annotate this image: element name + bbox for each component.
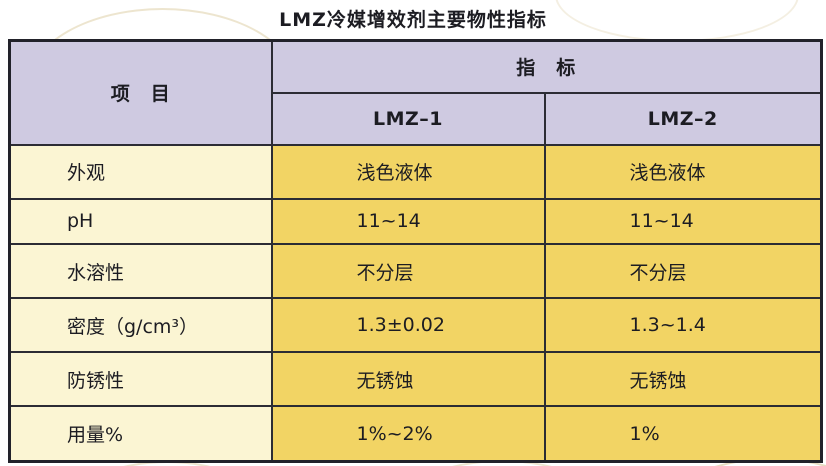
table-row-appearance: 外观 浅色液体 浅色液体 bbox=[8, 143, 823, 200]
lmz1-value: 无锈蚀 bbox=[270, 351, 546, 408]
table-title: LMZ冷媒增效剂主要物性指标 bbox=[279, 9, 547, 31]
table-row-water-solubility: 水溶性 不分层 不分层 bbox=[8, 243, 823, 300]
table-row-rust-resistance: 防锈性 无锈蚀 无锈蚀 bbox=[8, 351, 823, 408]
lmz2-value: 11~14 bbox=[543, 197, 823, 246]
table-row-dosage: 用量% 1%~2% 1% bbox=[8, 405, 823, 463]
row-label: 外观 bbox=[8, 143, 273, 200]
row-label: 用量% bbox=[8, 405, 273, 463]
table-row-ph: pH 11~14 11~14 bbox=[8, 197, 823, 246]
lmz1-value: 11~14 bbox=[270, 197, 546, 246]
row-label: 水溶性 bbox=[8, 243, 273, 300]
header-row-top: 项 目 指 标 bbox=[8, 39, 823, 146]
header-column-lmz2: LMZ–2 bbox=[543, 91, 823, 146]
lmz1-value: 浅色液体 bbox=[270, 143, 546, 200]
lmz2-value: 1% bbox=[543, 405, 823, 463]
lmz1-value: 不分层 bbox=[270, 243, 546, 300]
header-row-sub: LMZ–1 LMZ–2 bbox=[10, 91, 823, 146]
header-indicator: 指 标 bbox=[270, 39, 823, 94]
lmz2-value: 不分层 bbox=[543, 243, 823, 300]
lmz1-value: 1.3±0.02 bbox=[270, 297, 546, 354]
lmz2-value: 1.3~1.4 bbox=[543, 297, 823, 354]
lmz2-value: 浅色液体 bbox=[543, 143, 823, 200]
lmz1-value: 1%~2% bbox=[270, 405, 546, 463]
row-label: pH bbox=[8, 197, 273, 246]
header-item: 项 目 bbox=[8, 39, 273, 146]
lmz2-value: 无锈蚀 bbox=[543, 351, 823, 408]
row-label: 密度（g/cm³） bbox=[8, 297, 273, 354]
row-label: 防锈性 bbox=[8, 351, 273, 408]
table-row-density: 密度（g/cm³） 1.3±0.02 1.3~1.4 bbox=[8, 297, 823, 354]
header-column-lmz1: LMZ–1 bbox=[270, 91, 546, 146]
properties-table: 项 目 指 标 LMZ–1 LMZ–2 外观 浅色液体 浅色液体 pH 11~1… bbox=[8, 39, 824, 463]
